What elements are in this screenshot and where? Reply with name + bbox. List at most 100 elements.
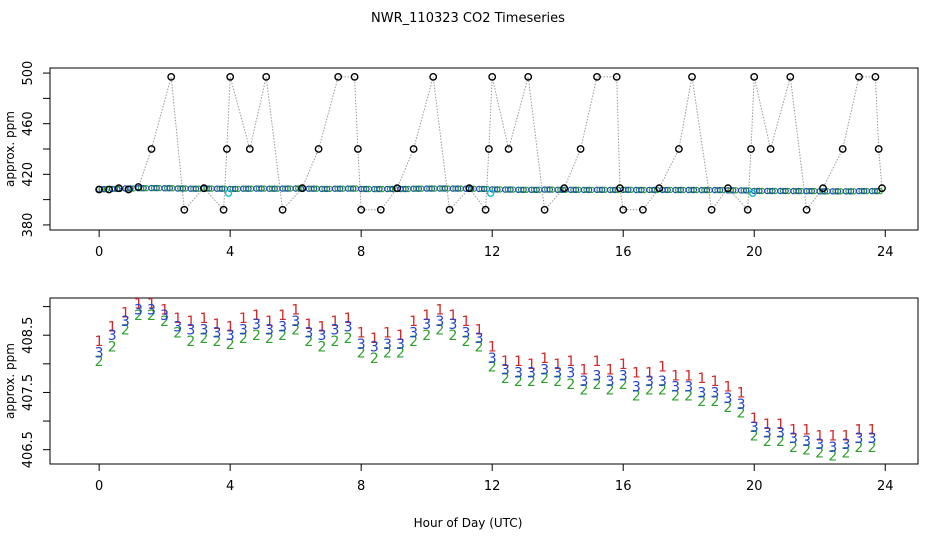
baseline-point	[179, 185, 187, 192]
series-3-point: 3	[514, 365, 523, 381]
baseline-point	[494, 186, 501, 193]
cyan-point	[486, 189, 495, 198]
baseline-point	[690, 186, 698, 194]
spike-point	[871, 73, 880, 81]
series-1-point: 1	[645, 365, 654, 381]
series-2-point: 2	[357, 345, 366, 361]
series-1-point: 1	[291, 302, 300, 318]
series-3-point: 3	[632, 380, 641, 396]
series-3-point: 3	[868, 431, 877, 447]
series-3-point: 3	[370, 340, 379, 356]
top-axes: 0 4 8 12 16 20 24 380 420 460 500	[21, 61, 894, 260]
series-3-point: 3	[108, 328, 117, 344]
baseline-point	[218, 185, 226, 192]
series-3-point: 3	[540, 363, 549, 379]
x-tick-label: 8	[357, 245, 365, 260]
series-1-point: 1	[579, 363, 588, 379]
series-3-point: 3	[252, 317, 261, 333]
spike-point	[724, 184, 732, 193]
series-2-point: 2	[199, 331, 208, 347]
series-1-point: 1	[632, 365, 641, 381]
series-2-point: 2	[291, 323, 300, 339]
series-2-point: 2	[579, 383, 588, 399]
baseline-point	[271, 185, 278, 192]
series-3-point: 3	[448, 317, 457, 333]
series-2-point: 2	[121, 323, 130, 339]
series-1-point: 1	[147, 297, 156, 313]
spike-point	[465, 184, 474, 193]
series-3-point: 3	[134, 302, 143, 318]
series-2-point: 2	[304, 334, 313, 350]
spike-point	[786, 73, 795, 81]
series-2-point: 2	[776, 434, 785, 450]
series-1-point: 1	[95, 334, 104, 350]
spike-point	[376, 205, 385, 214]
series-1-point: 1	[724, 380, 733, 396]
spike-point	[524, 73, 533, 81]
spike-point	[576, 145, 585, 153]
series-2-point: 2	[186, 334, 195, 350]
series-3-point: 3	[802, 434, 811, 450]
series-1-point: 1	[488, 340, 497, 356]
series-3-point: 3	[593, 368, 602, 384]
spike-point	[350, 73, 359, 81]
baseline-point	[716, 186, 724, 194]
series-3-point: 3	[344, 320, 353, 336]
series-3-point: 3	[737, 397, 746, 413]
series-1-point: 1	[252, 308, 261, 324]
baseline-point	[756, 187, 763, 195]
spike-point	[488, 73, 497, 81]
spike-point	[219, 205, 228, 214]
x-tick-label: 16	[615, 479, 632, 494]
spike-point	[334, 73, 343, 81]
series-3-point: 3	[422, 317, 431, 333]
series-1-point: 1	[108, 320, 117, 336]
baseline-point	[481, 185, 488, 193]
series-2-point: 2	[108, 340, 117, 356]
series-2-point: 2	[658, 383, 667, 399]
series-2-point: 2	[671, 388, 680, 404]
series-2-point: 2	[750, 428, 759, 444]
series-3-point: 3	[619, 368, 628, 384]
series-3-point: 3	[527, 365, 536, 381]
series-1-point: 1	[121, 305, 130, 321]
baseline-point	[703, 186, 711, 194]
series-2-point: 2	[213, 334, 222, 350]
spike-point	[314, 145, 323, 153]
series-2-point: 2	[527, 374, 536, 390]
series-2-point: 2	[147, 308, 156, 324]
baseline-point	[599, 186, 606, 193]
baseline-point	[520, 186, 527, 193]
series-2-point: 2	[475, 340, 484, 356]
series-1-point: 1	[134, 297, 143, 313]
series-2-point: 2	[789, 440, 798, 456]
baseline-point	[153, 184, 160, 192]
spike-point	[95, 185, 104, 194]
spike-point	[484, 145, 493, 153]
x-tick-label: 20	[746, 245, 763, 260]
baseline-point	[245, 185, 252, 192]
series-2-point: 2	[684, 388, 693, 404]
series-2-point: 2	[422, 328, 431, 344]
series-3-point: 3	[579, 374, 588, 390]
series-1-point: 1	[501, 354, 510, 370]
baseline-point	[638, 186, 645, 194]
series-2-point: 2	[134, 308, 143, 324]
series-1-point: 1	[750, 411, 759, 427]
baseline-point	[363, 185, 370, 193]
y-tick-label: 380	[21, 213, 36, 238]
series-3-point: 3	[239, 323, 248, 339]
baseline-point	[389, 185, 396, 193]
series-1-point: 1	[462, 314, 471, 330]
x-tick-label: 12	[484, 479, 501, 494]
series-1-point: 1	[802, 423, 811, 439]
series-3-point: 3	[645, 374, 654, 390]
spike-point	[262, 73, 271, 81]
series-3-point: 3	[501, 363, 510, 379]
baseline-point	[795, 187, 802, 195]
series-3-point: 3	[331, 323, 340, 339]
y-tick-label: 500	[21, 61, 36, 86]
x-tick-label: 8	[357, 479, 365, 494]
